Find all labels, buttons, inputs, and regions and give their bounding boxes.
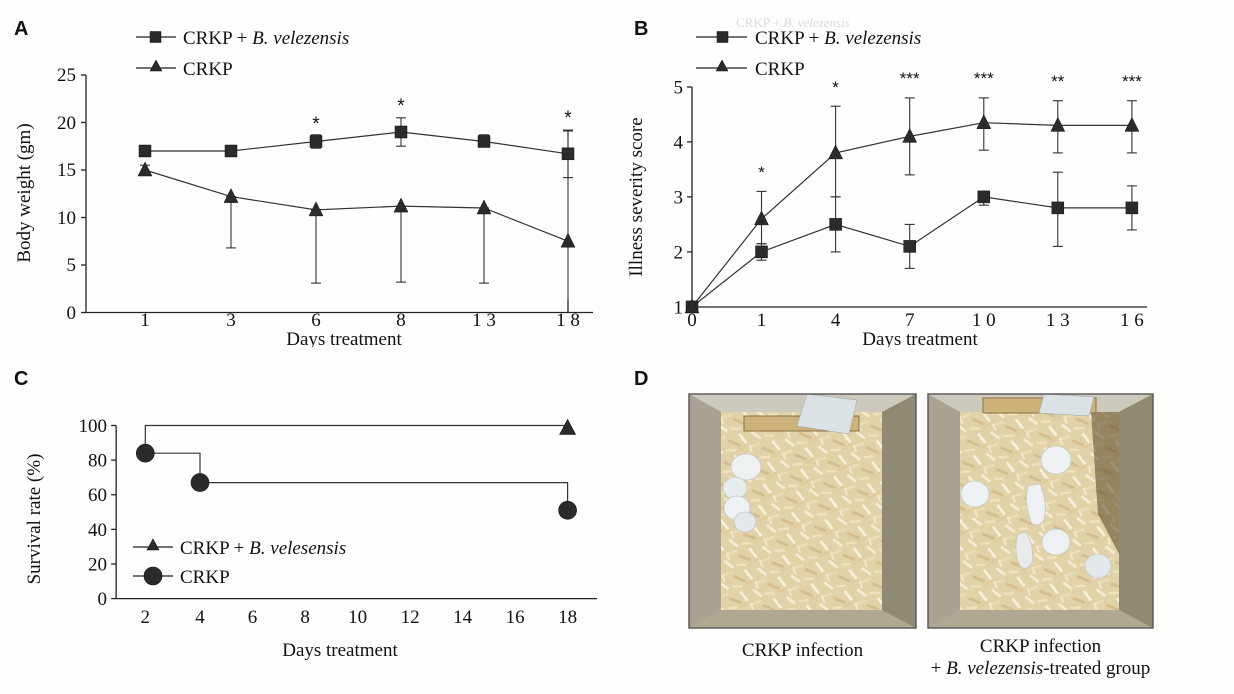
svg-text:0: 0 — [67, 303, 77, 324]
svg-text:2: 2 — [674, 242, 684, 263]
svg-text:3: 3 — [674, 187, 684, 208]
svg-text:20: 20 — [57, 113, 76, 134]
svg-text:*: * — [312, 114, 320, 135]
svg-text:4: 4 — [195, 607, 205, 628]
svg-text:***: *** — [974, 69, 994, 88]
svg-text:**: ** — [1051, 72, 1065, 91]
svg-text:Days treatment: Days treatment — [286, 329, 402, 347]
svg-text:1 3: 1 3 — [472, 310, 496, 331]
svg-text:CRKP + B. velezensis: CRKP + B. velezensis — [183, 28, 349, 49]
svg-text:6: 6 — [311, 310, 321, 331]
svg-text:CRKP: CRKP — [755, 59, 805, 80]
svg-text:*: * — [758, 163, 765, 182]
svg-text:60: 60 — [88, 485, 107, 506]
svg-text:10: 10 — [348, 607, 367, 628]
svg-text:8: 8 — [300, 607, 310, 628]
svg-text:*: * — [397, 96, 405, 117]
svg-text:*: * — [564, 108, 572, 129]
svg-text:*: * — [832, 78, 839, 97]
svg-text:100: 100 — [79, 416, 108, 437]
svg-text:4: 4 — [831, 310, 841, 331]
svg-text:Days treatment: Days treatment — [282, 640, 398, 661]
svg-text:0: 0 — [98, 589, 108, 610]
svg-text:CRKP: CRKP — [180, 567, 230, 588]
svg-text:3: 3 — [226, 310, 236, 331]
svg-text:5: 5 — [67, 255, 77, 276]
svg-text:18: 18 — [558, 607, 577, 628]
svg-text:7: 7 — [905, 310, 915, 331]
svg-text:80: 80 — [88, 451, 107, 472]
svg-text:20: 20 — [88, 555, 107, 576]
svg-text:12: 12 — [401, 607, 420, 628]
svg-text:Survival rate (%): Survival rate (%) — [24, 454, 45, 585]
svg-text:16: 16 — [506, 607, 525, 628]
svg-text:CRKP: CRKP — [183, 59, 233, 80]
svg-text:1 3: 1 3 — [1046, 310, 1070, 331]
svg-text:15: 15 — [57, 160, 76, 181]
svg-text:40: 40 — [88, 520, 107, 541]
svg-text:Days treatment: Days treatment — [862, 329, 978, 347]
svg-text:14: 14 — [453, 607, 473, 628]
svg-text:25: 25 — [57, 65, 76, 86]
svg-text:1 6: 1 6 — [1120, 310, 1144, 331]
svg-text:CRKP + B. velezensis: CRKP + B. velezensis — [755, 28, 921, 49]
svg-text:10: 10 — [57, 208, 76, 229]
svg-text:8: 8 — [396, 310, 406, 331]
svg-text:6: 6 — [248, 607, 258, 628]
svg-text:1: 1 — [757, 310, 767, 331]
svg-text:***: *** — [1122, 72, 1142, 91]
svg-text:1 0: 1 0 — [972, 310, 996, 331]
svg-text:CRKP + B. velesensis: CRKP + B. velesensis — [180, 538, 346, 559]
svg-text:Illness severity score: Illness severity score — [626, 117, 647, 276]
svg-text:1: 1 — [140, 310, 150, 331]
svg-text:***: *** — [900, 69, 920, 88]
svg-text:1 8: 1 8 — [556, 310, 580, 331]
svg-text:Body weight (gm): Body weight (gm) — [14, 123, 35, 262]
svg-text:4: 4 — [674, 132, 684, 153]
svg-text:2: 2 — [141, 607, 151, 628]
svg-text:1: 1 — [674, 298, 684, 319]
svg-text:5: 5 — [674, 77, 684, 98]
